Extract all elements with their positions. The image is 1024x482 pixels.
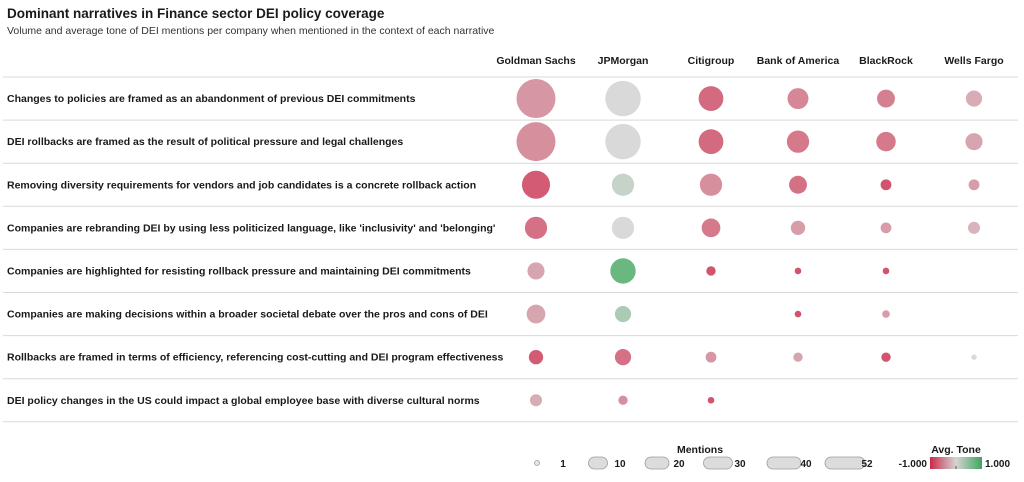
bubble-blackrock — [880, 222, 892, 234]
bubble-citigroup — [706, 266, 716, 276]
column-label-bank-of-america: Bank of America — [757, 55, 840, 67]
size-legend-label: 10 — [614, 459, 626, 470]
column-label-goldman-sachs: Goldman Sachs — [496, 55, 576, 67]
size-legend-label: 1 — [560, 459, 566, 470]
size-legend-title: Mentions — [677, 444, 723, 456]
size-legend-label: 30 — [734, 459, 746, 470]
bubble-blackrock — [880, 179, 892, 191]
row-label: Companies are highlighted for resisting … — [7, 265, 471, 277]
bubble-wells-fargo — [971, 354, 977, 360]
size-legend-bubble — [644, 456, 670, 470]
bubble-goldman-sachs — [516, 79, 556, 119]
bubble-citigroup — [705, 351, 717, 363]
bubble-jpmorgan — [618, 395, 628, 405]
bubble-bank-of-america — [789, 175, 807, 194]
color-legend-title: Avg. Tone — [931, 444, 981, 456]
bubble-citigroup — [698, 86, 724, 111]
column-label-jpmorgan: JPMorgan — [598, 55, 649, 67]
bubble-bank-of-america — [786, 130, 810, 153]
bubble-bank-of-america — [794, 310, 802, 318]
bubble-citigroup — [698, 129, 724, 155]
column-label-citigroup: Citigroup — [688, 55, 735, 67]
bubble-bank-of-america — [794, 267, 802, 275]
bubble-bank-of-america — [790, 220, 806, 236]
bubble-blackrock — [876, 131, 896, 152]
color-legend-max: 1.000 — [985, 459, 1010, 470]
bubble-goldman-sachs — [524, 216, 548, 239]
bubble-goldman-sachs — [516, 122, 556, 162]
row-label: DEI rollbacks are framed as the result o… — [7, 136, 403, 148]
size-legend-bubble — [534, 460, 540, 466]
bubble-blackrock — [882, 267, 890, 275]
bubble-blackrock — [882, 310, 890, 318]
bubble-wells-fargo — [968, 179, 980, 191]
size-legend-bubble — [824, 456, 866, 470]
row-label: Companies are rebranding DEI by using le… — [7, 222, 495, 234]
bubble-goldman-sachs — [526, 304, 546, 324]
row-label: Removing diversity requirements for vend… — [7, 179, 476, 191]
bubble-goldman-sachs — [528, 349, 544, 365]
bubble-bank-of-america — [793, 352, 803, 362]
size-legend-bubble — [588, 456, 608, 470]
size-legend-bubble — [703, 456, 733, 470]
color-legend-min: -1.000 — [899, 459, 928, 470]
size-legend-label: 52 — [861, 459, 873, 470]
column-label-wells-fargo: Wells Fargo — [944, 55, 1003, 67]
bubble-goldman-sachs — [521, 170, 551, 199]
bubble-jpmorgan — [605, 123, 641, 160]
bubble-jpmorgan — [614, 305, 632, 323]
bubble-jpmorgan — [605, 80, 641, 117]
bubble-citigroup — [707, 396, 715, 404]
bubble-wells-fargo — [967, 221, 981, 234]
row-label: Companies are making decisions within a … — [7, 309, 488, 321]
bubble-jpmorgan — [611, 173, 635, 196]
bubble-wells-fargo — [965, 90, 983, 107]
bubble-blackrock — [881, 352, 891, 362]
bubble-blackrock — [877, 89, 895, 108]
bubble-jpmorgan — [610, 258, 636, 284]
bubble-bank-of-america — [787, 88, 809, 110]
row-label: Rollbacks are framed in terms of efficie… — [7, 352, 504, 364]
bubble-citigroup — [699, 173, 723, 196]
row-label: DEI policy changes in the US could impac… — [7, 395, 480, 407]
row-label: Changes to policies are framed as an aba… — [7, 93, 416, 105]
bubble-jpmorgan — [614, 349, 632, 366]
bubble-citigroup — [701, 218, 721, 238]
size-legend-bubble — [766, 456, 802, 470]
chart-title: Dominant narratives in Finance sector DE… — [7, 6, 385, 21]
chart-subtitle: Volume and average tone of DEI mentions … — [7, 25, 495, 37]
size-legend-label: 20 — [673, 459, 685, 470]
bubble-goldman-sachs — [527, 262, 545, 280]
bubble-wells-fargo — [965, 133, 983, 151]
column-label-blackrock: BlackRock — [859, 55, 913, 67]
size-legend-label: 40 — [800, 459, 812, 470]
color-legend-gradient — [930, 457, 982, 469]
bubble-jpmorgan — [611, 216, 635, 239]
bubble-goldman-sachs — [529, 394, 543, 407]
